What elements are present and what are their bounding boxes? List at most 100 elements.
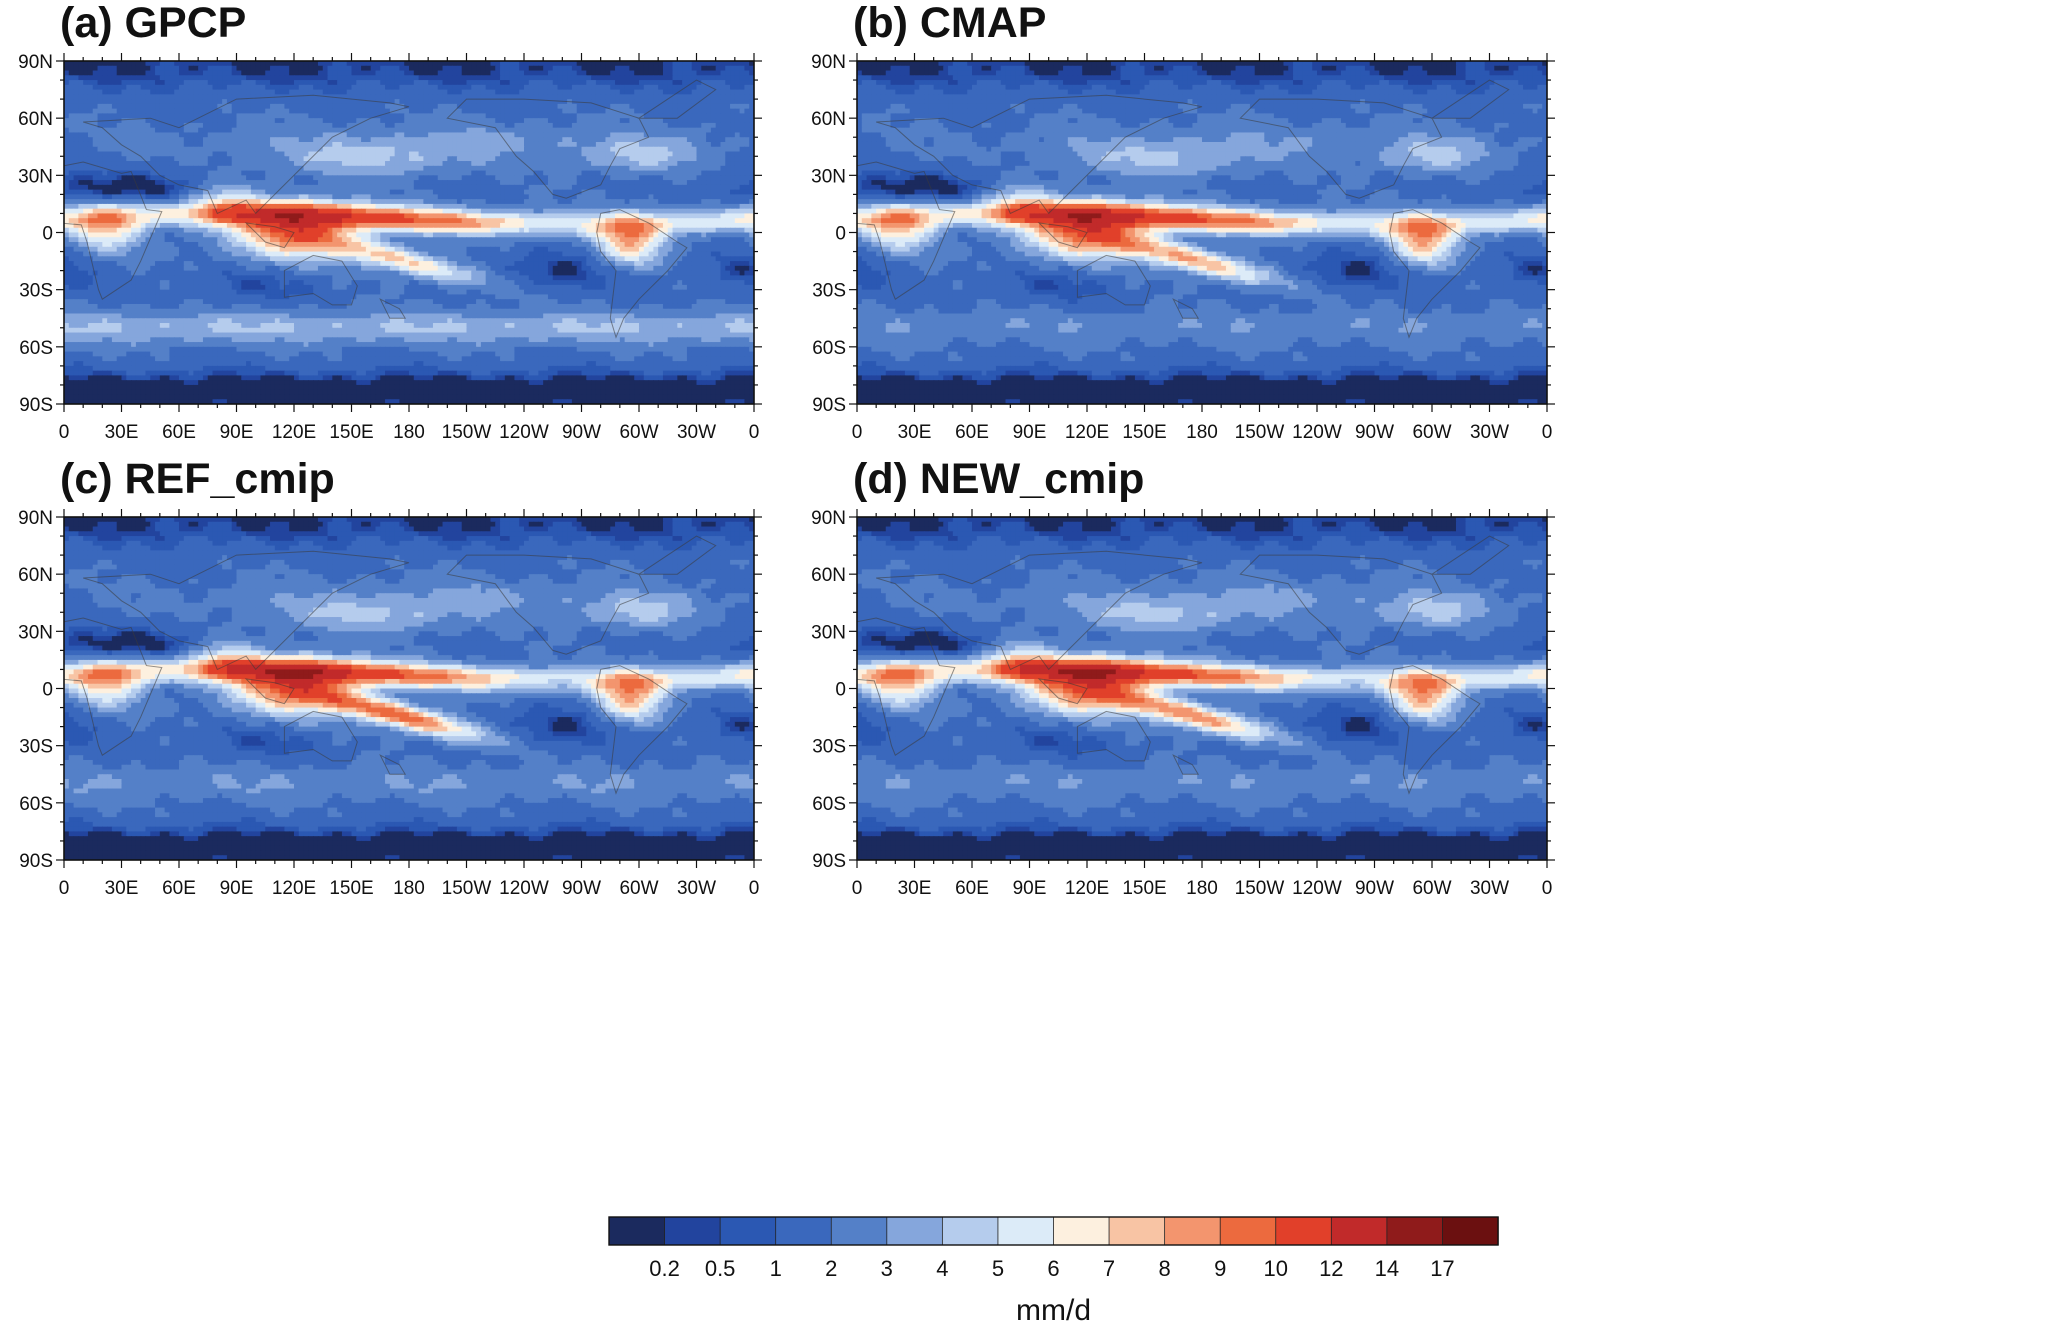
y-tick-label: 30N <box>18 622 53 643</box>
panel-title: (b) CMAP <box>853 0 1046 47</box>
colorbar-label: 1 <box>770 1256 782 1281</box>
panel-4: (d) NEW_cmip 0 30E 60E 90E 120E 150E 180 150W 120… <box>811 455 1555 899</box>
y-tick-label: 30N <box>18 166 53 187</box>
colorbar-label: 5 <box>992 1256 1004 1281</box>
colorbar-swatch <box>886 1216 944 1246</box>
colorbar-label: 9 <box>1214 1256 1226 1281</box>
precip-field <box>64 61 754 404</box>
colorbar-swatch <box>1386 1216 1444 1246</box>
x-tick-label: 120W <box>1292 422 1342 443</box>
colorbar-label: 0.2 <box>649 1256 680 1281</box>
x-tick-label: 60E <box>162 422 196 443</box>
ticks <box>849 53 1555 412</box>
ticks <box>56 53 762 412</box>
y-tick-label: 90S <box>19 395 53 416</box>
y-tick-label: 30N <box>811 166 846 187</box>
x-tick-label: 60W <box>619 422 658 443</box>
colorbar-swatch <box>1108 1216 1166 1246</box>
precip-field <box>64 517 754 860</box>
x-tick-label: 90E <box>1013 422 1047 443</box>
ticks <box>56 509 762 868</box>
y-tick-label: 90S <box>19 851 53 872</box>
colorbar-label: 2 <box>825 1256 837 1281</box>
x-tick-label: 180 <box>393 878 425 899</box>
y-tick-label: 60S <box>812 338 846 359</box>
x-tick-label: 0 <box>59 878 70 899</box>
colorbar-swatch <box>1053 1216 1110 1246</box>
colorbar-swatch <box>719 1216 777 1246</box>
panel-title: (a) GPCP <box>60 0 246 47</box>
x-tick-label: 150E <box>329 422 373 443</box>
x-tick-label: 0 <box>749 422 760 443</box>
x-tick-label: 30E <box>898 422 932 443</box>
panel-2: (b) CMAP 0 30E 60E 90E 120E 150E 180 150W 120W 90W… <box>811 0 1555 443</box>
y-tick-label: 0 <box>835 680 846 701</box>
x-tick-label: 90E <box>220 422 254 443</box>
y-tick-label: 60N <box>811 565 846 586</box>
y-tick-label: 90N <box>18 52 53 73</box>
y-tick-label: 60S <box>812 794 846 815</box>
x-tick-label: 60E <box>955 422 989 443</box>
x-tick-label: 60W <box>1412 422 1451 443</box>
colorbar-swatch <box>1219 1216 1277 1246</box>
colorbar-label: 12 <box>1319 1256 1343 1281</box>
precip-field <box>857 61 1547 404</box>
colorbar-swatch <box>997 1216 1055 1246</box>
y-tick-label: 30S <box>19 281 53 302</box>
y-tick-label: 90N <box>18 508 53 529</box>
x-tick-label: 150E <box>329 878 373 899</box>
colorbar-label: 14 <box>1375 1256 1399 1281</box>
x-tick-label: 60W <box>1412 878 1451 899</box>
x-tick-label: 120E <box>272 422 316 443</box>
x-tick-label: 120W <box>1292 878 1342 899</box>
x-tick-label: 180 <box>1186 878 1218 899</box>
colorbar-swatch <box>608 1216 666 1246</box>
x-tick-label: 120E <box>272 878 316 899</box>
x-tick-label: 90W <box>1355 878 1394 899</box>
x-tick-label: 0 <box>852 878 863 899</box>
colorbar-label: 7 <box>1103 1256 1115 1281</box>
x-tick-label: 120E <box>1065 422 1109 443</box>
x-tick-label: 0 <box>1542 422 1553 443</box>
y-tick-label: 0 <box>42 224 53 245</box>
y-tick-label: 90S <box>812 851 846 872</box>
x-tick-label: 120W <box>499 422 549 443</box>
panel-3: (c) REF_cmip 0 30E 60E 90E 120E 150E 180 150W 120… <box>18 455 762 899</box>
y-tick-label: 30S <box>812 281 846 302</box>
colorbar-swatch <box>1330 1216 1388 1246</box>
precip-field <box>857 517 1547 860</box>
colorbar-swatch <box>1164 1216 1221 1246</box>
x-tick-label: 60W <box>619 878 658 899</box>
y-tick-label: 60N <box>18 109 53 130</box>
x-tick-label: 150W <box>1235 878 1285 899</box>
x-tick-label: 150W <box>442 422 492 443</box>
y-tick-label: 30N <box>811 622 846 643</box>
colorbar-swatch <box>941 1216 999 1246</box>
x-tick-label: 150W <box>442 878 492 899</box>
x-tick-label: 60E <box>955 878 989 899</box>
colorbar-label: 4 <box>936 1256 948 1281</box>
x-tick-label: 180 <box>1186 422 1218 443</box>
x-tick-label: 30E <box>105 878 139 899</box>
x-tick-label: 150E <box>1122 878 1166 899</box>
y-tick-label: 0 <box>835 224 846 245</box>
y-tick-label: 30S <box>19 737 53 758</box>
panel-1: (a) GPCP 0 30E 60E 90E 120E 150E 180 150W 120W 90W… <box>18 0 762 443</box>
x-tick-label: 90W <box>562 878 601 899</box>
x-tick-label: 0 <box>749 878 760 899</box>
colorbar-swatch <box>830 1216 888 1246</box>
panel-title: (c) REF_cmip <box>60 455 335 503</box>
coastlines <box>64 535 717 795</box>
x-tick-label: 30W <box>1470 878 1509 899</box>
x-tick-label: 0 <box>852 422 863 443</box>
y-tick-label: 90S <box>812 395 846 416</box>
ticks <box>849 509 1555 868</box>
x-tick-label: 120E <box>1065 878 1109 899</box>
colorbar-label: 10 <box>1264 1256 1288 1281</box>
colorbar-label: 8 <box>1159 1256 1171 1281</box>
x-tick-label: 30W <box>1470 422 1509 443</box>
x-tick-label: 90W <box>562 422 601 443</box>
x-tick-label: 30E <box>105 422 139 443</box>
panel-title: (d) NEW_cmip <box>853 455 1144 503</box>
